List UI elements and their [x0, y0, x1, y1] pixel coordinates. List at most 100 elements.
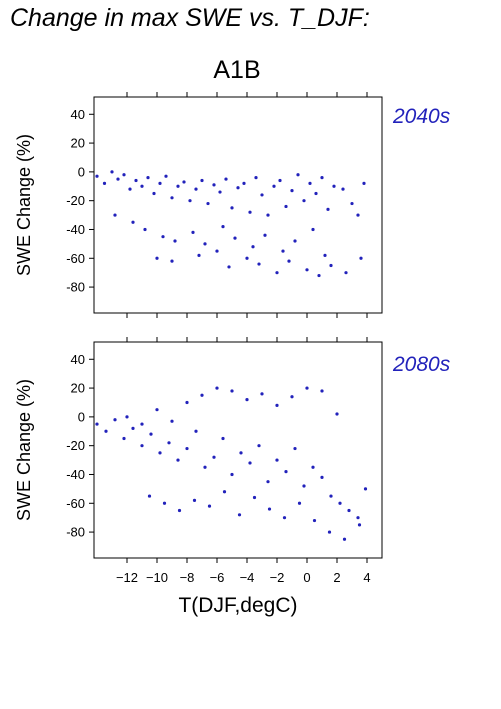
data-point	[239, 451, 243, 455]
data-point	[125, 415, 129, 419]
data-point	[329, 494, 333, 498]
data-point	[356, 213, 360, 217]
data-point	[155, 408, 159, 412]
data-point	[116, 177, 120, 181]
y-tick-label: -60	[66, 496, 85, 511]
data-point	[341, 187, 345, 191]
data-point	[290, 395, 294, 399]
data-point	[158, 181, 162, 185]
y-tick-label: 20	[71, 136, 85, 151]
x-tick-label: −12	[116, 570, 138, 585]
y-tick-label: 40	[71, 352, 85, 367]
data-point	[185, 446, 189, 451]
data-point	[192, 498, 197, 502]
x-tick-label: 0	[303, 570, 310, 585]
data-point	[122, 436, 126, 441]
data-point	[242, 181, 246, 185]
data-point	[203, 465, 207, 469]
data-point	[143, 227, 147, 232]
data-point	[281, 249, 285, 253]
data-point	[134, 178, 138, 183]
data-point	[191, 230, 195, 234]
data-point	[282, 516, 287, 520]
data-point	[252, 495, 257, 500]
data-point	[342, 537, 347, 541]
data-point	[245, 256, 249, 260]
data-point	[320, 389, 324, 393]
y-tick-label: 40	[71, 107, 85, 122]
data-point	[272, 184, 276, 188]
y-tick-label: -40	[66, 222, 85, 237]
data-point	[230, 472, 234, 477]
data-point	[314, 191, 318, 196]
data-point	[326, 207, 330, 211]
data-point	[248, 210, 252, 214]
data-point	[266, 213, 270, 217]
x-tick-label: −8	[180, 570, 195, 585]
data-point	[177, 508, 182, 513]
data-point	[267, 507, 272, 511]
data-point	[215, 249, 219, 253]
data-point	[293, 446, 297, 451]
data-point	[167, 441, 171, 445]
x-tick-label: 2	[333, 570, 340, 585]
data-point	[221, 225, 225, 229]
data-point	[296, 173, 300, 177]
data-point	[335, 412, 339, 416]
data-point	[131, 220, 135, 224]
data-point	[152, 191, 156, 196]
data-point	[266, 480, 270, 484]
data-point	[284, 470, 288, 474]
data-point	[170, 259, 174, 263]
data-point	[200, 393, 204, 397]
period-label-2080s: 2080s	[393, 353, 451, 376]
scenario-title: A1B	[213, 56, 261, 84]
data-point	[278, 178, 282, 183]
x-tick-label: −10	[146, 570, 168, 585]
data-point	[197, 253, 201, 257]
y-axis-title: SWE Change (%)	[14, 379, 34, 521]
data-point	[293, 239, 297, 243]
data-point	[302, 199, 306, 203]
data-point	[320, 176, 324, 180]
plot-frame	[93, 96, 383, 314]
data-point	[147, 494, 152, 498]
data-point	[170, 419, 174, 423]
data-point	[161, 235, 165, 239]
y-tick-label: -80	[66, 525, 85, 540]
data-point	[359, 256, 363, 260]
data-point	[212, 183, 216, 187]
period-label-2040s: 2040s	[393, 105, 451, 128]
y-tick-label: -20	[66, 438, 85, 453]
data-point	[230, 206, 234, 210]
scatter-panel-2040s: -80 -60 -40 -20 0 20 40 SWE Change (%)	[14, 92, 383, 318]
y-tick-label: -40	[66, 467, 85, 482]
data-point	[320, 475, 324, 479]
x-tick-label: −2	[270, 570, 285, 585]
data-point	[357, 523, 362, 527]
data-point	[312, 518, 317, 523]
scatter-panel-2080s: -80 -60 -40 -20 0 20 40 −12 −10 −8 −6 −4 −2 0 2 4 SWE Ch…	[14, 337, 383, 585]
data-point	[102, 181, 107, 185]
data-point	[275, 458, 279, 462]
data-point	[95, 174, 99, 178]
data-point	[140, 444, 144, 448]
data-point	[311, 227, 315, 232]
data-point	[128, 187, 132, 191]
data-point	[290, 189, 294, 193]
data-point	[305, 386, 309, 390]
y-tick-label: 0	[78, 409, 85, 424]
data-point	[104, 429, 108, 433]
data-point	[162, 501, 167, 505]
data-point	[233, 236, 237, 240]
y-tick-label: 0	[78, 164, 85, 179]
data-point	[140, 422, 144, 426]
data-point	[203, 242, 207, 246]
data-point	[227, 265, 231, 269]
data-point	[149, 432, 153, 436]
data-point	[194, 187, 198, 191]
data-point	[327, 530, 332, 534]
x-tick-label: −6	[210, 570, 225, 585]
data-point	[363, 487, 368, 491]
data-point	[146, 176, 150, 180]
